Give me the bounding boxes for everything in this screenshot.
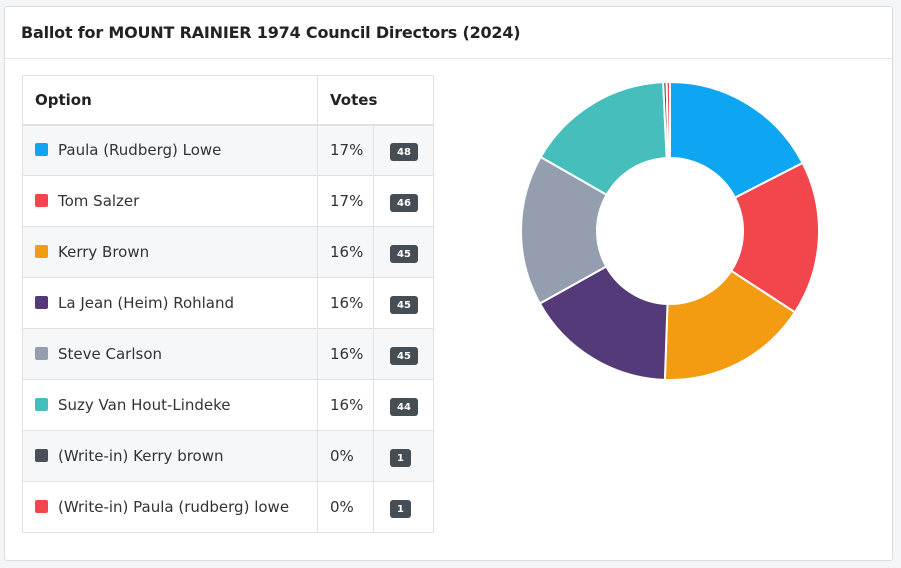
results-table: Option Votes Paula (Rudberg) Lowe 17% 48 To… — [22, 75, 434, 533]
vote-percent: 16% — [317, 277, 374, 329]
vote-count-badge: 1 — [390, 499, 411, 518]
option-name: Kerry Brown — [58, 243, 150, 261]
vote-percent: 0% — [317, 430, 374, 482]
vote-count-cell: 46 — [373, 175, 434, 227]
vote-count-cell: 48 — [373, 124, 434, 176]
table-row: Kerry Brown 16% 45 — [22, 226, 434, 278]
donut-slice[interactable] — [538, 265, 669, 381]
option-column-header: Option — [22, 75, 318, 126]
vote-percent: 17% — [317, 124, 374, 176]
option-cell: Kerry Brown — [22, 226, 318, 278]
color-swatch — [35, 143, 48, 157]
vote-count-badge: 48 — [390, 142, 418, 161]
option-cell: (Write-in) Kerry brown — [22, 430, 318, 482]
vote-count-cell: 1 — [373, 481, 434, 533]
color-swatch — [35, 449, 48, 462]
donut-slice[interactable] — [665, 80, 671, 160]
option-cell: La Jean (Heim) Rohland — [22, 277, 318, 329]
votes-column-header: Votes — [317, 75, 434, 126]
option-name: (Write-in) Kerry brown — [58, 447, 224, 465]
option-name: Paula (Rudberg) Lowe — [58, 141, 222, 160]
color-swatch — [35, 296, 48, 309]
color-swatch — [35, 500, 48, 513]
ballot-title: Ballot for MOUNT RAINIER 1974 Council Di… — [21, 23, 521, 42]
vote-count-badge: 45 — [390, 244, 418, 263]
table-row: Tom Salzer 17% 46 — [22, 175, 434, 227]
table-row: Paula (Rudberg) Lowe 17% 48 — [22, 124, 434, 176]
table-header-row: Option Votes — [22, 75, 434, 126]
table-row: Suzy Van Hout-Lindeke 16% 44 — [22, 379, 434, 431]
option-cell: Paula (Rudberg) Lowe — [22, 124, 318, 176]
color-swatch — [35, 398, 48, 411]
donut-slice[interactable] — [729, 161, 820, 314]
vote-percent: 0% — [317, 481, 374, 533]
vote-count-badge: 46 — [390, 193, 418, 212]
table-row: La Jean (Heim) Rohland 16% 45 — [22, 277, 434, 329]
vote-percent: 16% — [317, 226, 374, 278]
card-header: Ballot for MOUNT RAINIER 1974 Council Di… — [5, 7, 892, 59]
vote-percent: 16% — [317, 328, 374, 380]
votes-donut-chart — [520, 80, 820, 381]
vote-count-cell: 44 — [373, 379, 434, 431]
table-row: (Write-in) Kerry brown 0% 1 — [22, 430, 434, 482]
option-cell: Suzy Van Hout-Lindeke — [22, 379, 318, 431]
vote-count-cell: 45 — [373, 328, 434, 380]
option-name: Steve Carlson — [58, 345, 163, 363]
color-swatch — [35, 194, 48, 207]
color-swatch — [35, 245, 48, 258]
vote-count-badge: 45 — [390, 295, 418, 314]
option-cell: Steve Carlson — [22, 328, 318, 380]
option-cell: Tom Salzer — [22, 175, 318, 227]
ballot-card: Ballot for MOUNT RAINIER 1974 Council Di… — [4, 6, 893, 561]
vote-count-cell: 45 — [373, 277, 434, 329]
color-swatch — [35, 347, 48, 360]
vote-count-badge: 45 — [390, 346, 418, 365]
donut-slice[interactable] — [669, 80, 804, 200]
option-name: Tom Salzer — [58, 192, 140, 210]
vote-count-cell: 45 — [373, 226, 434, 278]
vote-count-badge: 44 — [390, 397, 418, 416]
vote-percent: 16% — [317, 379, 374, 431]
vote-count-badge: 1 — [390, 448, 411, 467]
option-name: (Write-in) Paula (rudberg) lowe — [58, 498, 290, 516]
option-name: Suzy Van Hout-Lindeke — [58, 396, 231, 414]
donut-slice[interactable] — [520, 155, 609, 305]
option-cell: (Write-in) Paula (rudberg) lowe — [22, 481, 318, 533]
option-name: La Jean (Heim) Rohland — [58, 294, 235, 312]
vote-count-cell: 1 — [373, 430, 434, 482]
table-row: Steve Carlson 16% 45 — [22, 328, 434, 380]
vote-percent: 17% — [317, 175, 374, 227]
table-row: (Write-in) Paula (rudberg) lowe 0% 1 — [22, 481, 434, 533]
donut-slice[interactable] — [663, 269, 797, 381]
